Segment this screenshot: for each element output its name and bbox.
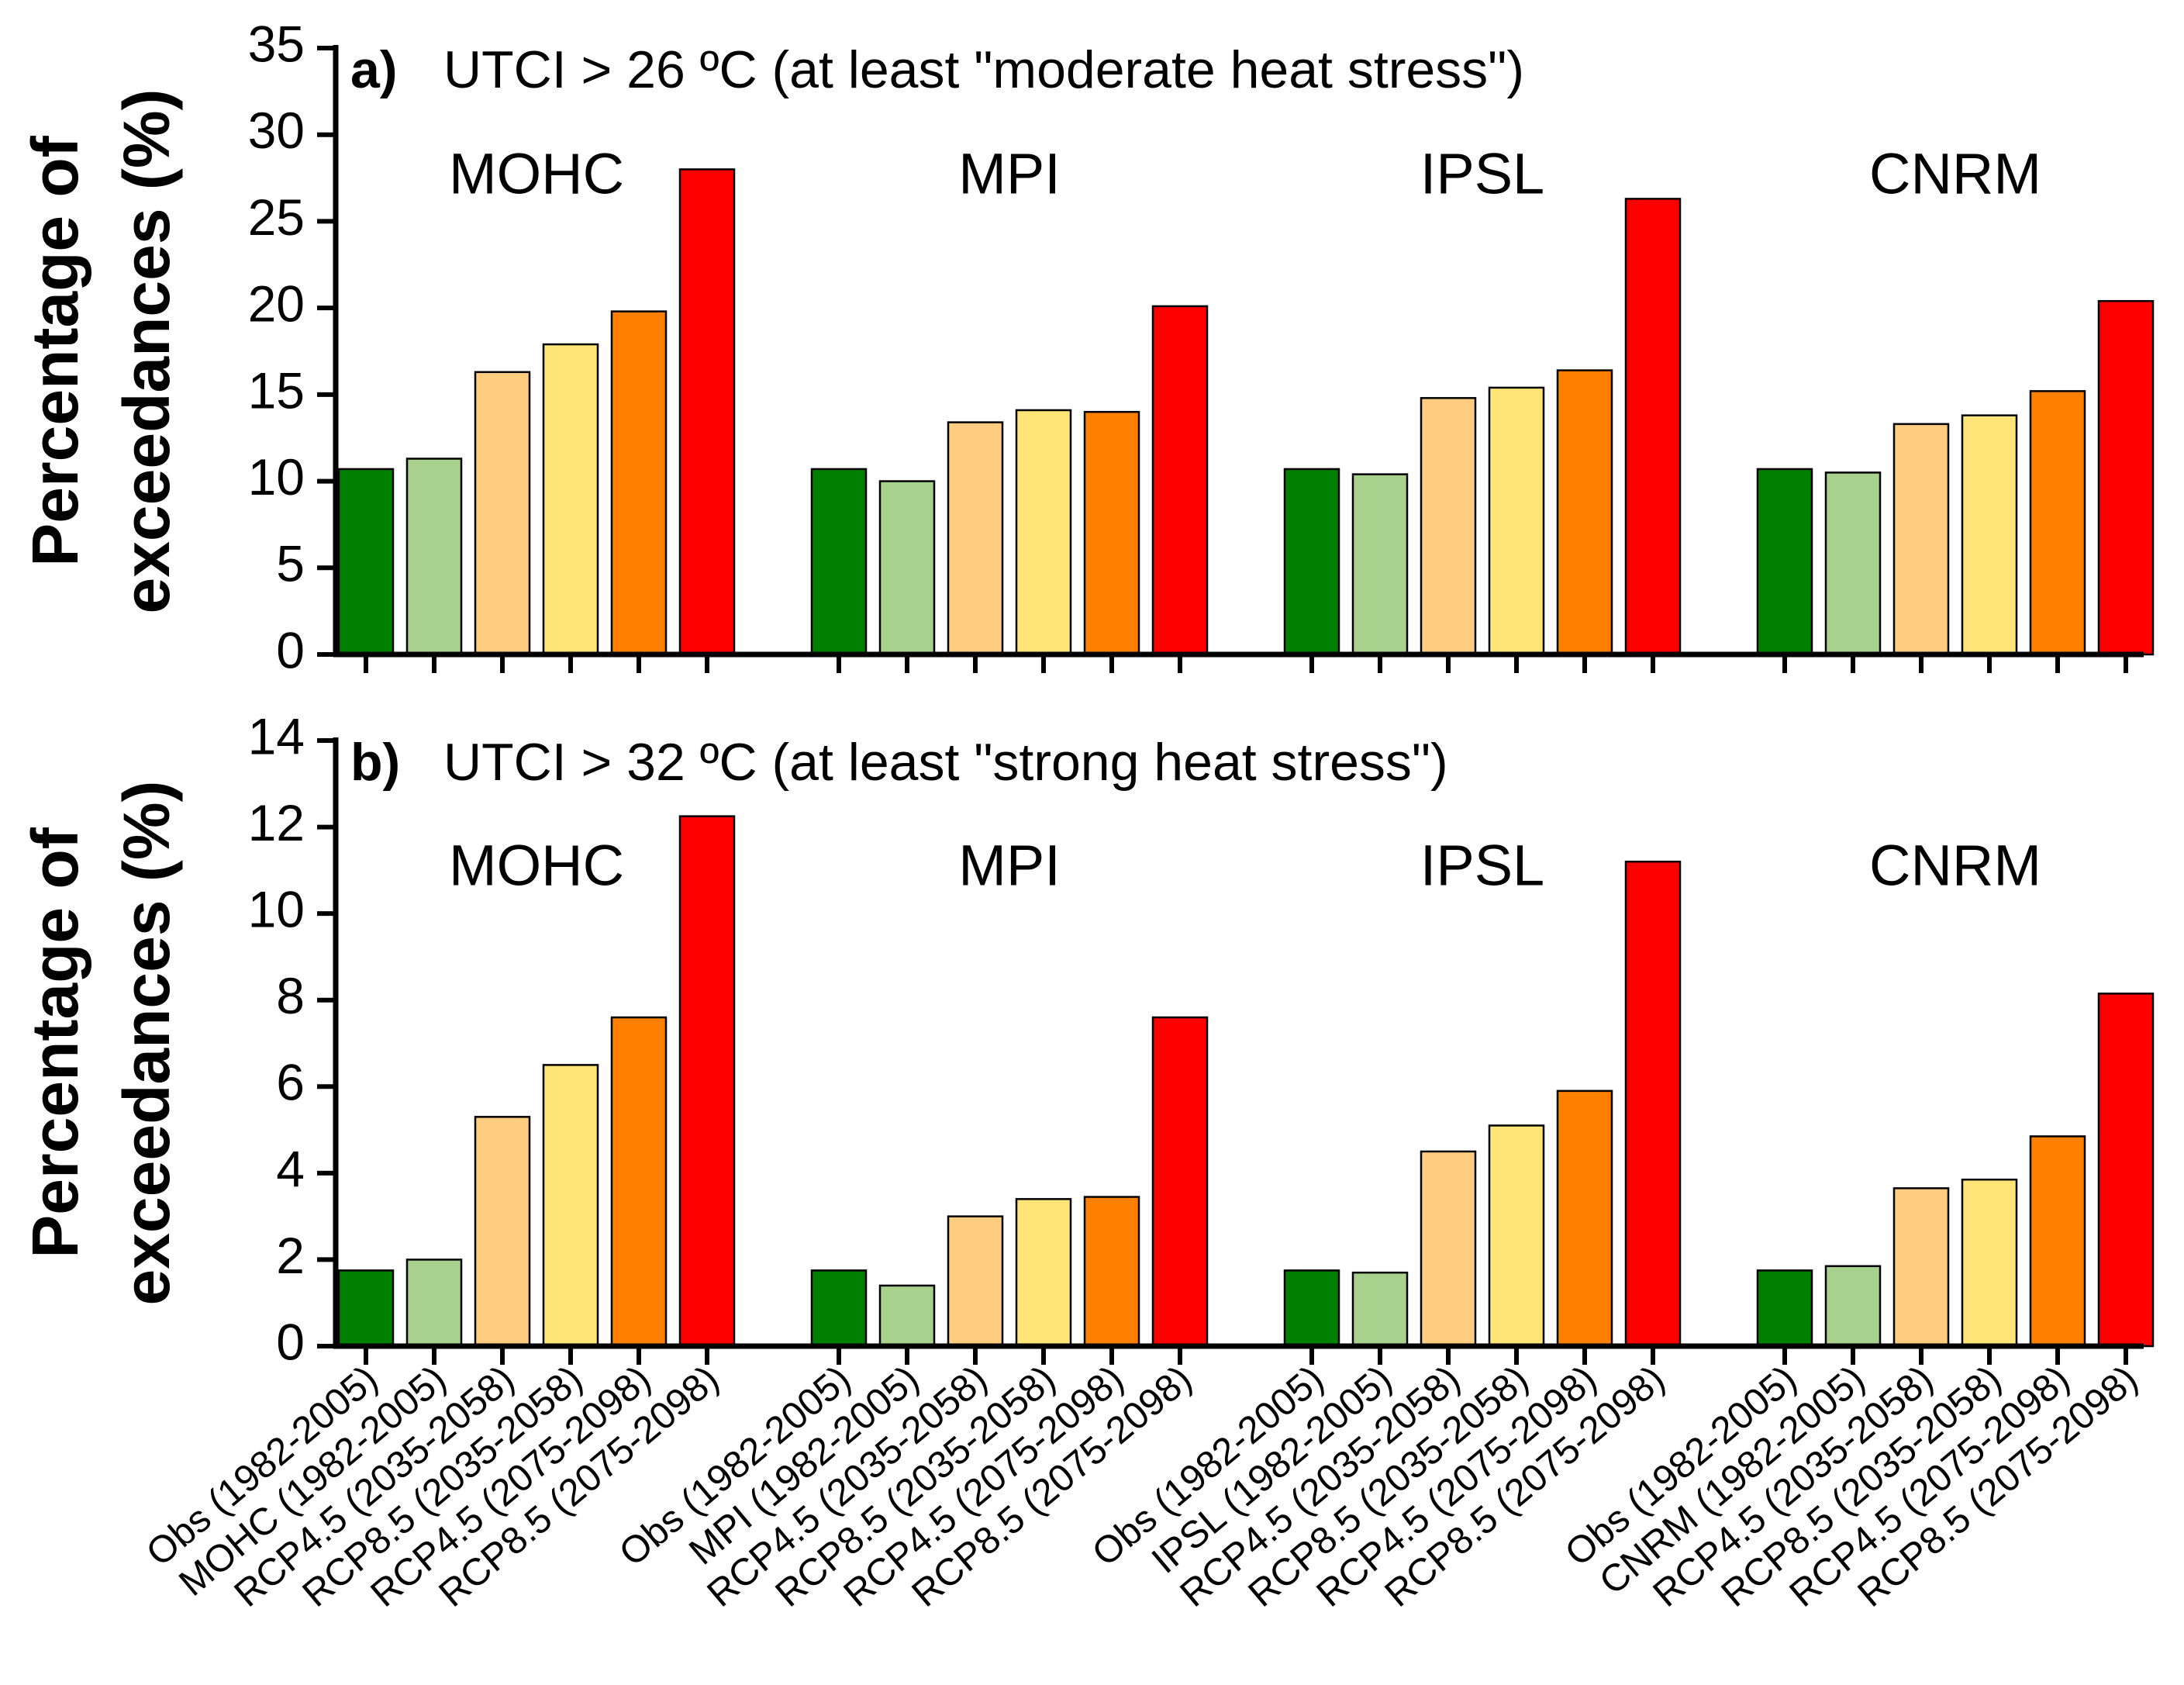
bar-cnrm-6 (2097, 993, 2155, 1348)
bar-ipsl-4 (1488, 386, 1545, 656)
bar-ipsl-4 (1488, 1124, 1545, 1348)
group-label-cnrm: CNRM (1869, 834, 2041, 898)
bar-mohc-1 (337, 468, 395, 656)
bar-mpi-6 (1151, 1016, 1209, 1348)
group-label-ipsl: IPSL (1420, 142, 1544, 206)
bar-cnrm-3 (1892, 423, 1950, 656)
bar-cnrm-5 (2029, 390, 2086, 656)
bar-ipsl-2 (1351, 473, 1409, 656)
panel-title: UTCI > 26 ºC (at least "moderate heat st… (443, 40, 1524, 99)
bar-mpi-1 (810, 468, 868, 656)
bar-mohc-4 (542, 343, 599, 656)
y-tick-label: 10 (248, 881, 305, 938)
y-tick-label: 20 (248, 275, 305, 333)
panel-b: MOHC MPI IPSL CNRM 0 2 4 6 8 10 12 14 Percentage of e… (19, 707, 2155, 1370)
bar-ipsl-5 (1556, 369, 1613, 656)
bar-ipsl-3 (1420, 397, 1477, 656)
bar-mpi-1 (810, 1269, 868, 1348)
bar-ipsl-6 (1624, 860, 1682, 1348)
group-label-cnrm: CNRM (1869, 142, 2041, 206)
bar-mohc-6 (678, 168, 736, 656)
bar-cnrm-3 (1892, 1187, 1950, 1348)
bar-cnrm-4 (1961, 1178, 2018, 1348)
bar-mohc-3 (474, 371, 531, 656)
bar-mpi-6 (1151, 305, 1209, 656)
bar-ipsl-1 (1283, 1269, 1340, 1348)
group-label-ipsl: IPSL (1420, 834, 1544, 898)
bar-ipsl-2 (1351, 1271, 1409, 1348)
y-axis-label: Percentage of exceedances (%) (19, 780, 183, 1305)
y-tick-label: 10 (248, 448, 305, 506)
bar-cnrm-2 (1824, 471, 1882, 656)
bar-mohc-4 (542, 1064, 599, 1348)
y-tick-label: 8 (276, 967, 305, 1024)
group-label-mohc: MOHC (449, 834, 624, 898)
group-label-mpi: MPI (958, 834, 1061, 898)
y-tick-label: 12 (248, 794, 305, 851)
bar-mpi-5 (1083, 410, 1140, 656)
y-tick-label: 4 (276, 1140, 305, 1197)
group-label-mpi: MPI (958, 142, 1061, 206)
category-labels: Obs (1982-2005)MOHC (1982-2005)RCP4.5 (2… (139, 1358, 2145, 1615)
y-tick-label: 35 (248, 15, 305, 72)
bar-cnrm-1 (1756, 1269, 1813, 1348)
bar-mohc-2 (405, 1259, 463, 1348)
bar-mohc-3 (474, 1116, 531, 1348)
bar-mohc-2 (405, 458, 463, 656)
bar-mpi-3 (947, 1215, 1004, 1348)
bar-mpi-4 (1015, 1198, 1072, 1348)
bar-mpi-3 (947, 421, 1004, 656)
panel-letter: b) (350, 733, 400, 792)
group-label-mohc: MOHC (449, 142, 624, 206)
y-tick-label: 25 (248, 188, 305, 246)
bar-mohc-6 (678, 815, 736, 1348)
y-tick-label: 30 (248, 102, 305, 159)
bar-cnrm-2 (1824, 1265, 1882, 1348)
bar-mohc-1 (337, 1269, 395, 1348)
bar-ipsl-3 (1420, 1150, 1477, 1348)
panel-a: MOHC MPI IPSL CNRM 0 5 10 15 20 25 30 35 Percentage … (19, 15, 2155, 678)
y-tick-label: 14 (248, 707, 305, 765)
panel-letter: a) (350, 40, 397, 99)
bar-cnrm-5 (2029, 1135, 2086, 1348)
bar-mohc-5 (610, 310, 668, 656)
y-tick-label: 0 (276, 621, 305, 678)
bar-mpi-2 (878, 1284, 936, 1348)
bar-cnrm-6 (2097, 299, 2155, 656)
y-tick-label: 15 (248, 361, 305, 419)
bar-ipsl-6 (1624, 198, 1682, 656)
bar-ipsl-1 (1283, 468, 1340, 656)
y-tick-label: 0 (276, 1313, 305, 1370)
bar-cnrm-1 (1756, 468, 1813, 656)
y-tick-label: 2 (276, 1227, 305, 1284)
bar-ipsl-5 (1556, 1089, 1613, 1348)
bar-mpi-2 (878, 480, 936, 656)
panel-title: UTCI > 32 ºC (at least "strong heat stre… (443, 733, 1448, 792)
bar-mpi-5 (1083, 1196, 1140, 1348)
bar-mpi-4 (1015, 409, 1072, 656)
bar-cnrm-4 (1961, 414, 2018, 656)
y-axis-label: Percentage of exceedances (%) (19, 88, 183, 613)
y-tick-label: 6 (276, 1054, 305, 1111)
bar-mohc-5 (610, 1016, 668, 1348)
y-tick-label: 5 (276, 535, 305, 592)
